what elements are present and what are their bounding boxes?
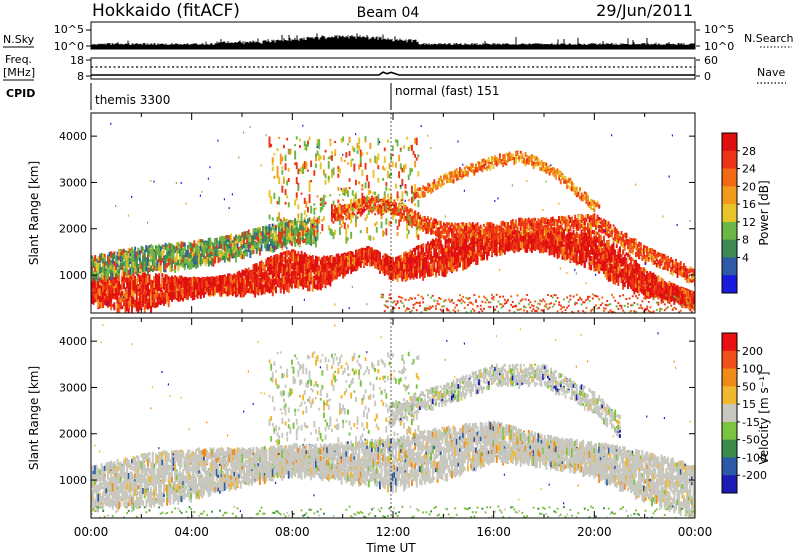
yaxis-tick-label: 3000 bbox=[59, 381, 87, 394]
power-ylabel: Slant Range [km] bbox=[27, 161, 41, 265]
time-tick-label: 00:00 bbox=[678, 525, 713, 539]
colorbar-swatch bbox=[722, 404, 737, 423]
noise-tick-high-left: 10^5 bbox=[54, 23, 84, 36]
time-tick-label: 16:00 bbox=[476, 525, 511, 539]
cpid-segment-normal: normal (fast) 151 bbox=[395, 84, 499, 98]
power-colorbar: 28 24 20 16 12 8 4 Power [dB] bbox=[721, 132, 771, 294]
colorbar-swatch bbox=[722, 168, 737, 187]
velocity-heatmap bbox=[91, 324, 695, 518]
nave-label: Nave bbox=[757, 66, 785, 79]
colorbar-swatch bbox=[722, 386, 737, 405]
colorbar-tick-label: 12 bbox=[742, 216, 756, 229]
yaxis-tick-label: 1000 bbox=[59, 269, 87, 282]
yaxis-tick-label: 3000 bbox=[59, 176, 87, 189]
noise-panel: 10^5 10^0 10^5 10^0 N.Sky N.Search bbox=[3, 21, 794, 53]
colorbar-tick-label: 28 bbox=[742, 145, 756, 158]
colorbar-tick-label: 15 bbox=[742, 398, 756, 411]
beam-label: Beam 04 bbox=[357, 5, 420, 21]
colorbar-tick-label: -50 bbox=[742, 434, 760, 447]
nsky-label: N.Sky bbox=[3, 33, 35, 46]
velocity-colorbar-label: Velocity [m s⁻¹] bbox=[757, 371, 771, 464]
velocity-colorbar: 200 100 50 15 -15 -50 -100 -200 Velocity [m s⁻¹… bbox=[721, 332, 771, 494]
colorbar-swatch bbox=[722, 368, 737, 387]
colorbar-tick-label: 4 bbox=[742, 251, 749, 264]
noise-tick-low-right: 10^0 bbox=[704, 40, 734, 53]
date-label: 29/Jun/2011 bbox=[596, 1, 693, 20]
colorbar-tick-label: 24 bbox=[742, 163, 756, 176]
colorbar-swatch bbox=[722, 257, 737, 276]
cpid-label: CPID bbox=[6, 87, 35, 100]
colorbar-swatch bbox=[722, 221, 737, 241]
colorbar-swatch bbox=[722, 475, 737, 494]
colorbar-swatch bbox=[722, 457, 737, 476]
velocity-ylabel: Slant Range [km] bbox=[27, 366, 41, 470]
colorbar-tick-label: -200 bbox=[742, 469, 767, 482]
freq-unit-label: [MHz] bbox=[3, 66, 35, 79]
nsearch-label: N.Search bbox=[744, 32, 794, 45]
colorbar-swatch bbox=[722, 350, 737, 370]
colorbar-tick-label: 200 bbox=[742, 345, 763, 358]
noise-tick-low-left: 10^0 bbox=[54, 40, 84, 53]
power-colorbar-label: Power [dB] bbox=[757, 180, 771, 245]
nave-tick-low: 0 bbox=[704, 70, 711, 83]
station-title: Hokkaido (fitACF) bbox=[92, 1, 240, 21]
colorbar-swatch bbox=[722, 333, 737, 352]
yaxis-tick-label: 2000 bbox=[59, 223, 87, 236]
time-axis-label: Time UT bbox=[365, 541, 416, 554]
colorbar-swatch bbox=[722, 275, 737, 294]
cpid-strip: CPID themis 3300 normal (fast) 151 bbox=[6, 83, 499, 110]
colorbar-swatch bbox=[722, 439, 737, 458]
colorbar-swatch bbox=[722, 150, 737, 170]
colorbar-tick-label: 100 bbox=[742, 363, 763, 376]
freq-tick-high: 18 bbox=[70, 54, 84, 67]
time-tick-label: 00:00 bbox=[74, 525, 109, 539]
yaxis-tick-label: 4000 bbox=[59, 335, 87, 348]
freq-panel: 18 8 60 0 Freq. [MHz] Nave bbox=[3, 53, 786, 84]
noise-tick-high-right: 10^5 bbox=[704, 23, 734, 36]
time-axis: 00:00 04:00 08:00 12:00 16:00 20:00 00:00 bbox=[74, 525, 713, 539]
colorbar-swatch bbox=[722, 239, 737, 258]
cpid-segment-themis: themis 3300 bbox=[95, 93, 170, 107]
yaxis-tick-label: 1000 bbox=[59, 474, 87, 487]
colorbar-tick-label: 16 bbox=[742, 198, 756, 211]
power-heatmap bbox=[91, 122, 695, 313]
colorbar-tick-label: -15 bbox=[742, 416, 760, 429]
colorbar-swatch bbox=[722, 186, 737, 205]
colorbar-tick-label: 50 bbox=[742, 380, 756, 393]
time-tick-label: 12:00 bbox=[376, 525, 411, 539]
colorbar-tick-label: 20 bbox=[742, 180, 756, 193]
time-tick-label: 08:00 bbox=[275, 525, 310, 539]
colorbar-swatch bbox=[722, 204, 737, 223]
power-panel: 4000 3000 2000 1000 Slant Range [km] bbox=[27, 112, 696, 314]
colorbar-tick-label: -100 bbox=[742, 451, 767, 464]
frequency-trace bbox=[91, 71, 695, 76]
time-tick-label: 20:00 bbox=[577, 525, 612, 539]
colorbar-swatch bbox=[722, 421, 737, 441]
noise-sky-trace bbox=[90, 33, 695, 48]
yaxis-tick-label: 2000 bbox=[59, 428, 87, 441]
colorbar-swatch bbox=[722, 133, 737, 152]
freq-tick-low: 8 bbox=[77, 70, 84, 83]
freq-label: Freq. bbox=[5, 53, 32, 66]
velocity-panel: 4000 3000 2000 1000 Slant Range [km] bbox=[27, 317, 696, 519]
yaxis-tick-label: 4000 bbox=[59, 130, 87, 143]
nave-tick-high: 60 bbox=[704, 54, 718, 67]
colorbar-tick-label: 8 bbox=[742, 234, 749, 247]
time-tick-label: 04:00 bbox=[174, 525, 209, 539]
